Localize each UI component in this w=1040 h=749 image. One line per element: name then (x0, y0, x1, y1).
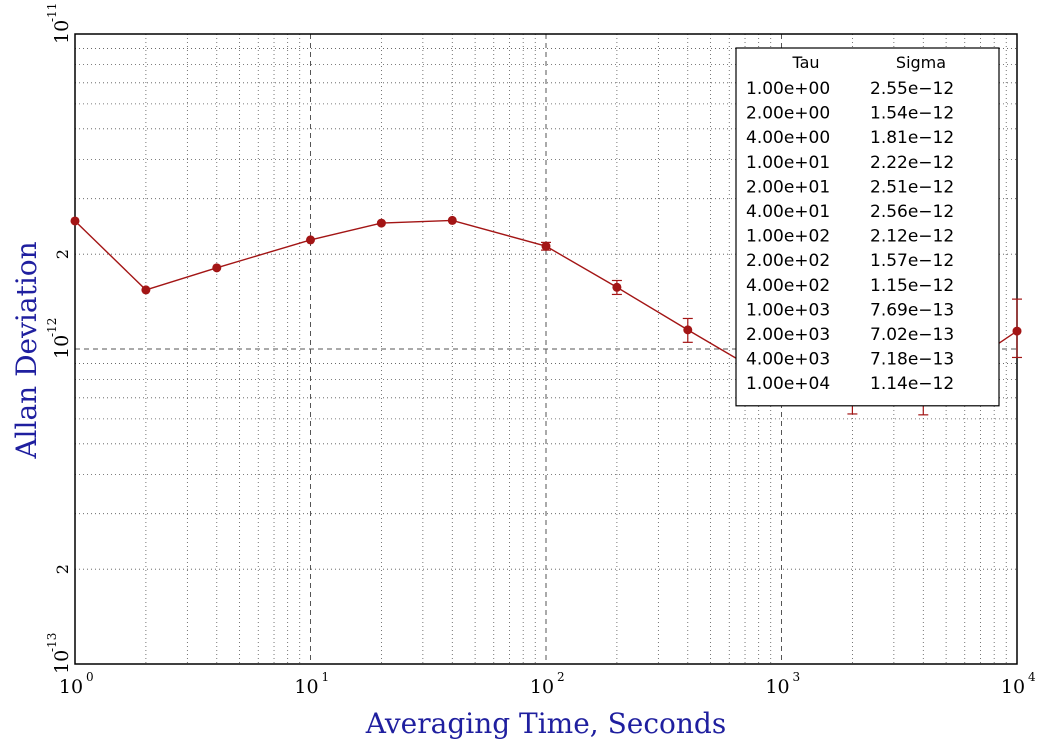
y-tick-base: 10 (51, 650, 73, 674)
legend-sigma-value: 2.51e−12 (870, 177, 954, 197)
y-tick-label: 10-11 (45, 3, 73, 44)
legend-tau-value: 4.00e+00 (746, 128, 830, 148)
legend-box (735, 47, 1000, 407)
x-tick-base: 10 (530, 676, 554, 698)
data-point (447, 215, 457, 225)
x-tick-base: 10 (765, 676, 789, 698)
legend-tau-value: 1.00e+01 (746, 153, 830, 173)
legend-tau-value: 1.00e+02 (746, 227, 830, 247)
legend-sigma-value: 7.69e−13 (870, 300, 954, 320)
legend-tau-value: 1.00e+00 (746, 79, 830, 99)
data-point (683, 325, 693, 335)
legend-tau-value: 2.00e+03 (746, 325, 830, 345)
data-point (306, 235, 315, 245)
legend-sigma-value: 7.18e−13 (870, 350, 954, 370)
legend-table: Tau Sigma 1.00e+00 2.55e−12 2.00e+00 1.54e−12… (735, 47, 1000, 407)
legend-sigma-value: 1.14e−12 (870, 374, 954, 394)
legend-sigma-value: 2.22e−12 (870, 153, 954, 173)
legend-sigma-value: 2.56e−12 (870, 202, 954, 222)
data-point (1012, 326, 1022, 336)
legend-sigma-value: 2.12e−12 (870, 227, 954, 247)
legend-tau-value: 2.00e+02 (746, 251, 830, 271)
x-tick-label: 10 4 (1001, 670, 1036, 698)
data-point (376, 218, 386, 228)
y-minor-tick-label: 2 (53, 564, 72, 574)
y-tick-label: 10-13 (45, 633, 73, 674)
legend-header-sigma: Sigma (896, 53, 946, 72)
y-axis-title: Allan Deviation (10, 241, 43, 459)
x-tick-exponent: 1 (322, 670, 330, 684)
x-tick-label: 10 2 (530, 670, 565, 698)
legend-tau-value: 4.00e+03 (746, 350, 830, 370)
x-tick-exponent: 0 (86, 670, 94, 684)
x-tick-label: 10 3 (765, 670, 800, 698)
data-point (212, 263, 222, 273)
legend-sigma-value: 1.15e−12 (870, 276, 954, 296)
x-tick-base: 10 (59, 676, 83, 698)
legend-tau-value: 4.00e+02 (746, 276, 830, 296)
x-axis-title: Averaging Time, Seconds (365, 707, 726, 740)
x-tick-base: 10 (294, 676, 318, 698)
x-tick-label: 10 0 (59, 670, 94, 698)
x-tick-exponent: 4 (1028, 670, 1036, 684)
legend-sigma-value: 2.55e−12 (870, 79, 954, 99)
legend-header-tau: Tau (791, 53, 819, 72)
data-point (70, 216, 80, 226)
x-tick-exponent: 2 (557, 670, 565, 684)
data-point (612, 282, 622, 292)
x-tick-labels: 10 0 10 1 10 2 10 3 10 4 (59, 670, 1036, 698)
y-tick-exponent: -11 (45, 3, 59, 22)
y-tick-base: 10 (51, 20, 73, 44)
legend-tau-value: 2.00e+00 (746, 104, 830, 124)
legend-sigma-value: 7.02e−13 (870, 325, 954, 345)
x-tick-exponent: 3 (793, 670, 801, 684)
legend-sigma-value: 1.81e−12 (870, 128, 954, 148)
data-point (141, 285, 151, 295)
data-point (541, 241, 551, 251)
y-tick-exponent: -13 (45, 633, 59, 652)
x-tick-base: 10 (1001, 676, 1025, 698)
y-tick-base: 10 (51, 335, 73, 359)
legend-tau-value: 1.00e+03 (746, 300, 830, 320)
x-tick-label: 10 1 (294, 670, 329, 698)
y-tick-exponent: -12 (45, 318, 59, 337)
legend-tau-value: 4.00e+01 (746, 202, 830, 222)
legend-sigma-value: 1.54e−12 (870, 104, 954, 124)
legend-tau-value: 1.00e+04 (746, 374, 830, 394)
y-minor-tick-label: 2 (53, 249, 72, 259)
legend-tau-value: 2.00e+01 (746, 177, 830, 197)
legend-sigma-value: 1.57e−12 (870, 251, 954, 271)
y-tick-label: 10-12 (45, 318, 73, 359)
